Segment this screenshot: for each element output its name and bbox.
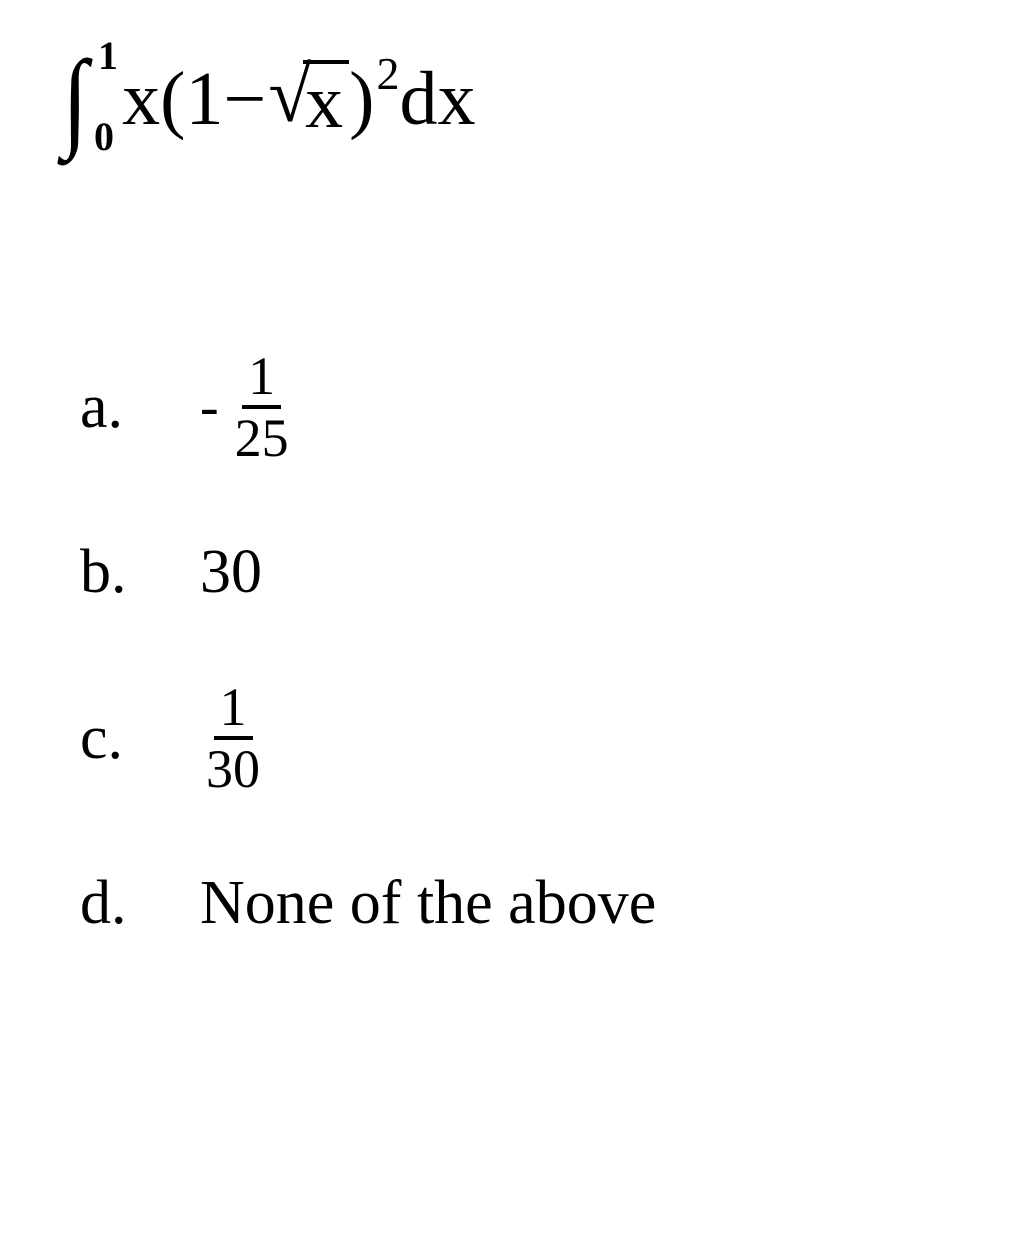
fraction-a-denominator: 25 (229, 409, 295, 465)
variable-x: x (122, 54, 160, 145)
option-c-label: c. (80, 703, 200, 774)
fraction-c-denominator: 30 (200, 740, 266, 796)
constant-one: 1 (185, 54, 223, 145)
differential-dx: dx (399, 54, 475, 145)
fraction-a-numerator: 1 (242, 349, 281, 409)
integral-lower-bound: 0 (94, 113, 114, 161)
fraction-a: 1 25 (229, 349, 295, 465)
radicand: x (303, 60, 349, 140)
answer-options: a. - 1 25 b. 30 c. 1 30 d. (80, 349, 990, 939)
option-a: a. - 1 25 (80, 349, 990, 465)
integral-upper-bound: 1 (98, 32, 118, 80)
integrand-expression: x ( 1 − √ x ) 2 dx (96, 54, 475, 145)
option-d-value: None of the above (200, 868, 656, 939)
square-root: √ x (268, 60, 349, 140)
integral-question: ∫ 1 0 x ( 1 − √ x ) 2 dx (60, 50, 990, 149)
option-d: d. None of the above (80, 868, 990, 939)
option-d-label: d. (80, 868, 200, 939)
integral-sign: ∫ (62, 50, 88, 149)
exponent-2: 2 (376, 46, 399, 101)
option-b-label: b. (80, 537, 200, 608)
page: ∫ 1 0 x ( 1 − √ x ) 2 dx a. - 1 25 (0, 0, 1030, 979)
option-a-label: a. (80, 372, 200, 443)
option-c-value: 1 30 (200, 680, 266, 796)
fraction-c-numerator: 1 (214, 680, 253, 740)
paren-close: ) (349, 54, 374, 145)
paren-open: ( (160, 54, 185, 145)
minus-sign: − (223, 54, 268, 145)
option-c: c. 1 30 (80, 680, 990, 796)
option-b: b. 30 (80, 537, 990, 608)
option-b-value: 30 (200, 537, 262, 608)
negative-sign: - (200, 375, 219, 439)
integral-symbol-wrap: ∫ 1 0 (60, 50, 90, 149)
option-a-value: - 1 25 (200, 349, 295, 465)
fraction-c: 1 30 (200, 680, 266, 796)
